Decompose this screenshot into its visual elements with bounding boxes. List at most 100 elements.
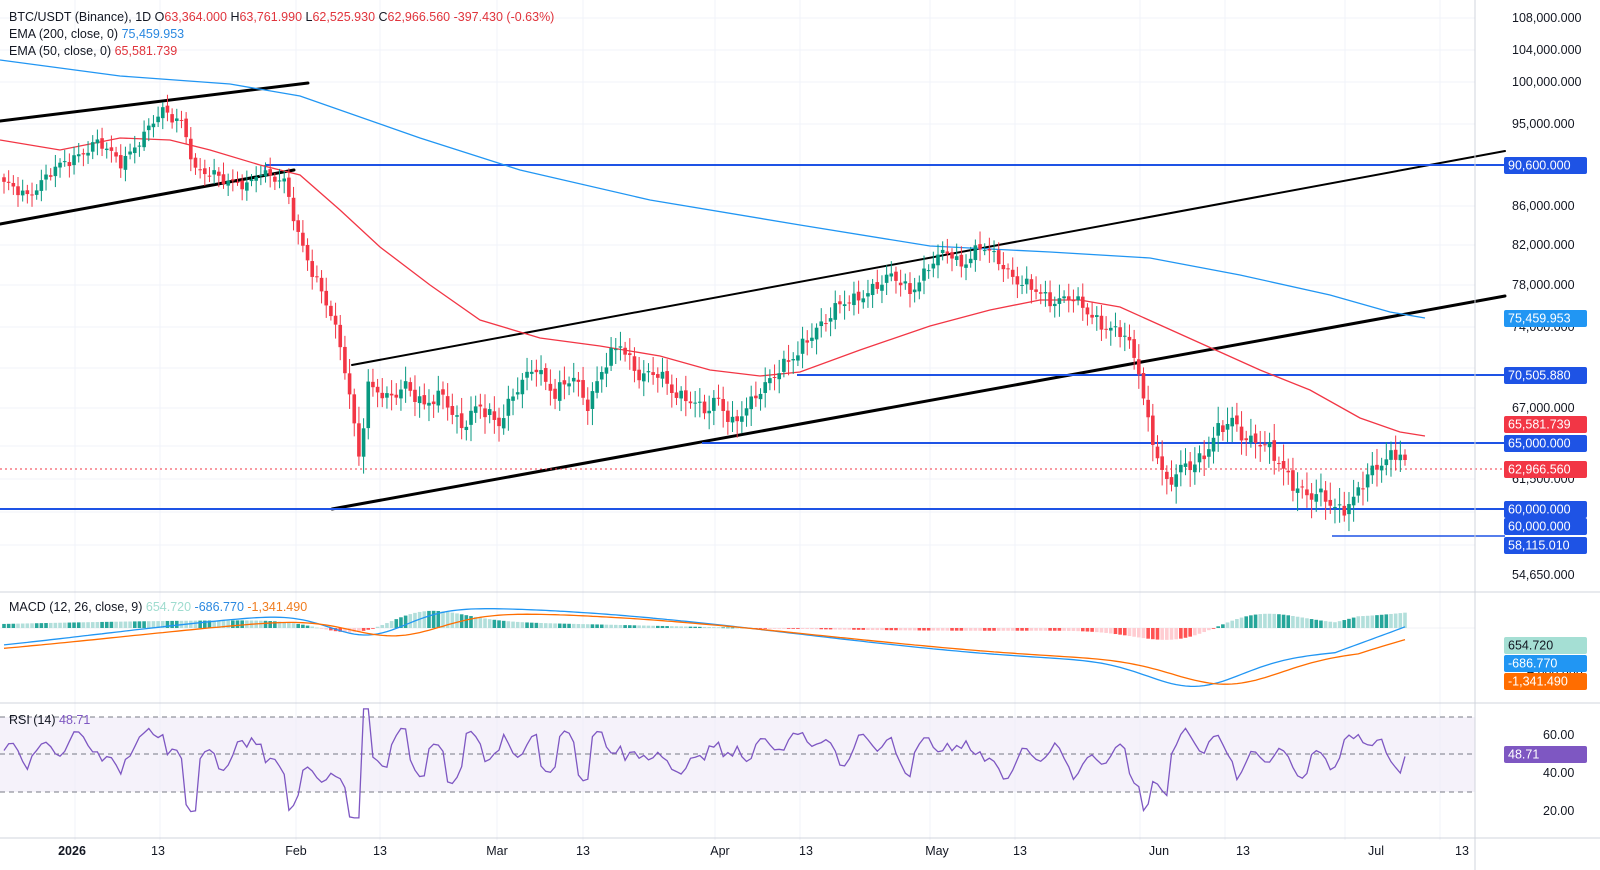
candle-body [814, 327, 819, 340]
macd-hist-bar [146, 621, 151, 628]
macd-hist-bar [842, 628, 847, 630]
macd-hist-bar [1379, 614, 1384, 628]
macd-line-value: -686.770 [194, 600, 244, 614]
macd-hist-bar [1202, 628, 1206, 633]
candle-body [240, 180, 244, 190]
date-tick-label: 13 [1236, 844, 1250, 858]
macd-hist-bar [212, 620, 216, 628]
macd-hist-bar [1305, 618, 1309, 628]
macd-hist-bar [553, 623, 557, 628]
candle-body [118, 155, 123, 169]
channel-lower-line [330, 294, 1507, 511]
candle-body [207, 175, 212, 177]
candle-body [277, 180, 282, 182]
macd-hist-bar [964, 628, 968, 631]
candle-body [525, 371, 529, 378]
macd-hist-bar [2, 623, 6, 628]
price-axis[interactable]: 108,000.000 104,000.000 100,000.000 95,000.… [1512, 11, 1583, 818]
macd-hist-bar [1052, 628, 1057, 631]
macd-hist-bar [319, 628, 324, 629]
candle-body [1094, 315, 1099, 317]
macd-hist-bar [884, 628, 889, 631]
macd-hist-bar [562, 623, 567, 628]
macd-hist-bar [422, 611, 427, 628]
macd-hist-bar [142, 621, 146, 628]
candle-body [1291, 470, 1295, 491]
level-tag-bg [1504, 367, 1587, 384]
ema200-legend[interactable]: EMA (200, close, 0) 75,459.953 [9, 27, 184, 41]
macd-hist-bar [287, 622, 291, 628]
candle-body [469, 410, 473, 425]
macd-hist-bar [1066, 628, 1071, 631]
macd-hist-bar [852, 628, 856, 630]
macd-hist-bar [688, 626, 693, 628]
level-tag: 58,115.010 [1508, 539, 1570, 553]
macd-hist-bar [660, 625, 665, 628]
symbol-title[interactable]: BTC/USDT (Binance), 1D [9, 10, 152, 24]
candle-body [529, 371, 534, 374]
ema50-label: EMA (50, close, 0) [9, 44, 112, 58]
macd-signal-value: -1,341.490 [247, 600, 308, 614]
candle-body [726, 410, 730, 422]
candle-body [375, 386, 380, 393]
macd-hist-bar [1076, 628, 1080, 632]
candle-body [684, 390, 688, 402]
price-tags: 90,600.000 75,459.953 70,505.880 65,581.739… [1504, 157, 1587, 763]
macd-hist-bar [534, 622, 539, 628]
candle-body [450, 406, 455, 415]
macd-hist-bar [1174, 628, 1178, 640]
macd-hist-bar [716, 627, 721, 629]
candle-body [1034, 289, 1038, 292]
macd-hist-bar [1337, 621, 1342, 628]
candle-body [58, 162, 62, 168]
macd-hist-bar [1342, 620, 1347, 628]
candle-body [856, 291, 861, 301]
candle-body [670, 384, 674, 394]
macd-hist-bar [833, 628, 838, 630]
candle-body [922, 268, 926, 281]
candle-body [763, 382, 768, 393]
candle-body [749, 396, 753, 410]
macd-hist-bar [95, 622, 100, 628]
candle-body [758, 393, 763, 400]
rsi-legend[interactable]: RSI (14) 48.71 [9, 713, 90, 727]
macd-hist-bar [408, 614, 413, 628]
candle-body [338, 324, 343, 348]
rsi-label: RSI (14) [9, 713, 56, 727]
candle-body [1048, 292, 1052, 307]
macd-hist-bar [670, 626, 674, 628]
macd-hist-bar [1197, 628, 1202, 634]
macd-hist-bar [1188, 628, 1192, 637]
candle-body [62, 161, 67, 163]
candle-body [1090, 314, 1094, 318]
candle-body [347, 373, 352, 395]
macd-hist-bar [585, 624, 590, 628]
macd-hist-bar [1132, 628, 1136, 637]
candle-body [142, 131, 146, 148]
candle-body [95, 139, 100, 144]
macd-hist-bar [48, 622, 53, 628]
macd-hist-bar [698, 626, 702, 628]
candle-body [506, 398, 511, 416]
macd-hist-bar [165, 620, 170, 628]
candle-body [1141, 373, 1146, 399]
candle-body [1197, 453, 1202, 463]
candle-body [399, 389, 403, 399]
macd-hist-bar [217, 620, 221, 628]
candle-body [609, 348, 613, 366]
macd-hist-bar [805, 628, 810, 630]
level-tag: 65,000.000 [1508, 437, 1571, 451]
candle-body [693, 402, 697, 404]
macd-legend[interactable]: MACD (12, 26, close, 9) 654.720 -686.770… [9, 600, 307, 614]
macd-hist-bar [506, 621, 511, 628]
candle-body [212, 170, 216, 175]
date-axis[interactable]: 2026 13 Feb 13 Mar 13 Apr 13 May 13 Jun 13 Jul 13 [58, 844, 1469, 858]
candle-body [543, 368, 548, 382]
macd-hist-bar [20, 623, 25, 628]
ema50-legend[interactable]: EMA (50, close, 0) 65,581.739 [9, 44, 177, 58]
macd-hist-bar [730, 627, 735, 629]
candle-body [67, 162, 72, 167]
candle-body [76, 154, 81, 157]
